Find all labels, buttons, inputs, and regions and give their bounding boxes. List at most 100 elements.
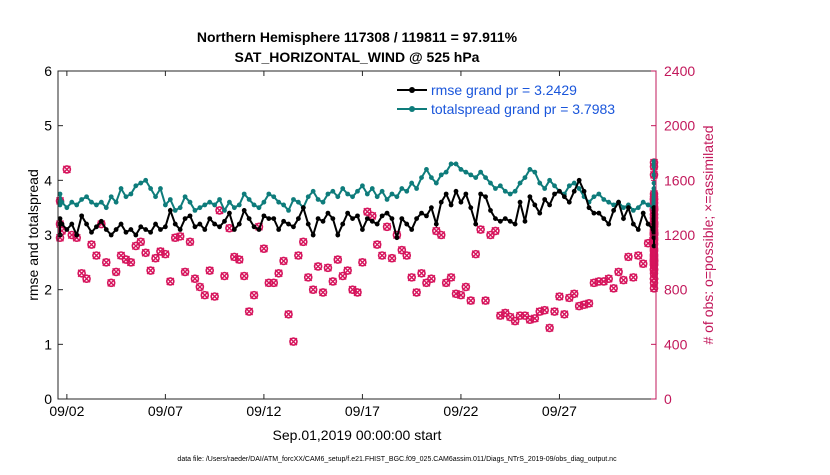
obs-count-point	[372, 240, 382, 249]
obs-possible-marker	[624, 252, 633, 262]
totalspread-point	[591, 194, 597, 200]
totalspread-point	[340, 186, 346, 191]
obs-count-point	[151, 253, 160, 263]
totalspread-point	[532, 169, 538, 175]
totalspread-point	[651, 180, 657, 186]
rmse-point	[591, 210, 597, 216]
obs-count-point	[333, 255, 343, 264]
obs-possible-marker	[412, 288, 421, 297]
totalspread-point	[635, 205, 641, 211]
rmse-point	[276, 227, 282, 232]
obs-assimilated-marker	[146, 266, 155, 275]
obs-assimilated-marker	[112, 267, 121, 276]
obs-assimilated-marker	[289, 337, 298, 346]
totalspread-point	[84, 194, 89, 200]
obs-assimilated-marker	[624, 252, 633, 261]
rmse-point	[576, 177, 582, 183]
obs-assimilated-marker	[471, 250, 480, 259]
legend-rmse-marker	[409, 87, 415, 93]
totalspread-point	[404, 188, 410, 194]
rmse-point	[601, 216, 607, 222]
rmse-point	[266, 216, 272, 222]
totalspread-point	[364, 191, 370, 197]
obs-count-point	[471, 249, 481, 259]
obs-count-point	[239, 271, 249, 281]
obs-possible-marker	[106, 278, 116, 288]
rmse-point	[428, 205, 434, 211]
obs-assimilated-marker	[348, 285, 357, 294]
totalspread-point	[502, 188, 508, 194]
rmse-point	[611, 208, 617, 213]
rmse-point	[621, 216, 626, 222]
obs-assimilated-marker	[481, 296, 490, 305]
rmse-point	[138, 224, 144, 230]
rmse-point	[59, 221, 65, 227]
obs-possible-marker	[303, 273, 313, 282]
obs-possible-marker	[481, 296, 490, 305]
rmse-point	[547, 202, 553, 208]
y-axis-right: 0 400 800 1200 1600 2000 2400	[651, 63, 695, 407]
obs-assimilated-marker	[412, 288, 421, 297]
totalspread-point	[433, 180, 439, 186]
totalspread-point	[389, 191, 395, 197]
totalspread-point	[133, 183, 139, 189]
obs-count-point	[466, 296, 476, 305]
totalspread-point	[172, 208, 178, 213]
obs-possible-marker	[284, 309, 293, 319]
obs-possible-marker	[289, 337, 298, 346]
rmse-point	[458, 199, 464, 205]
totalspread-point	[330, 188, 336, 194]
y-tick-label: 5	[44, 118, 52, 134]
obs-possible-marker	[446, 273, 456, 282]
obs-possible-marker	[476, 225, 485, 234]
obs-possible-marker	[377, 251, 387, 260]
obs-count-point	[569, 289, 579, 299]
obs-possible-marker	[166, 277, 175, 286]
totalspread-point	[291, 197, 296, 202]
totalspread-point	[231, 205, 237, 211]
rmse-point	[443, 191, 449, 197]
rmse-point	[640, 210, 646, 216]
obs-assimilated-marker	[560, 310, 569, 319]
totalspread-point	[251, 202, 257, 208]
obs-possible-marker	[131, 241, 141, 251]
rmse-point	[227, 210, 232, 216]
totalspread-point	[113, 199, 119, 205]
obs-possible-marker	[161, 249, 170, 259]
totalspread-point	[651, 199, 657, 205]
obs-count-point	[62, 165, 72, 174]
totalspread-point	[453, 161, 459, 167]
obs-assimilated-marker	[629, 273, 638, 282]
obs-assimilated-marker	[353, 288, 362, 297]
rmse-point	[561, 194, 567, 200]
rmse-point	[330, 216, 336, 222]
rmse-point	[369, 218, 375, 224]
obs-count-point	[491, 226, 500, 236]
totalspread-point	[79, 197, 85, 202]
y-right-tick-label: 2000	[664, 118, 695, 134]
totalspread-point	[448, 161, 454, 167]
totalspread-point	[69, 199, 75, 205]
obs-count-point	[560, 309, 569, 319]
obs-possible-marker	[540, 305, 549, 315]
y-right-axis-label: # of obs: o=possible; ×=assimilated	[700, 125, 716, 344]
rmse-series	[57, 177, 657, 249]
totalspread-point	[645, 202, 651, 208]
totalspread-point	[517, 180, 523, 186]
obs-count-point	[555, 292, 564, 301]
obs-possible-marker	[486, 230, 495, 240]
y-right-tick-label: 0	[664, 391, 672, 407]
obs-possible-marker	[545, 323, 554, 333]
obs-assimilated-marker	[102, 258, 111, 267]
rmse-point	[616, 199, 621, 205]
obs-count-point	[299, 237, 308, 247]
obs-count-point	[545, 323, 554, 333]
obs-possible-marker	[141, 248, 150, 258]
totalspread-point	[419, 175, 424, 181]
obs-assimilated-marker	[570, 289, 579, 298]
obs-assimilated-marker	[387, 254, 396, 263]
obs-possible-marker	[555, 292, 564, 301]
rmse-point	[89, 229, 94, 235]
obs-possible-marker	[353, 288, 362, 297]
